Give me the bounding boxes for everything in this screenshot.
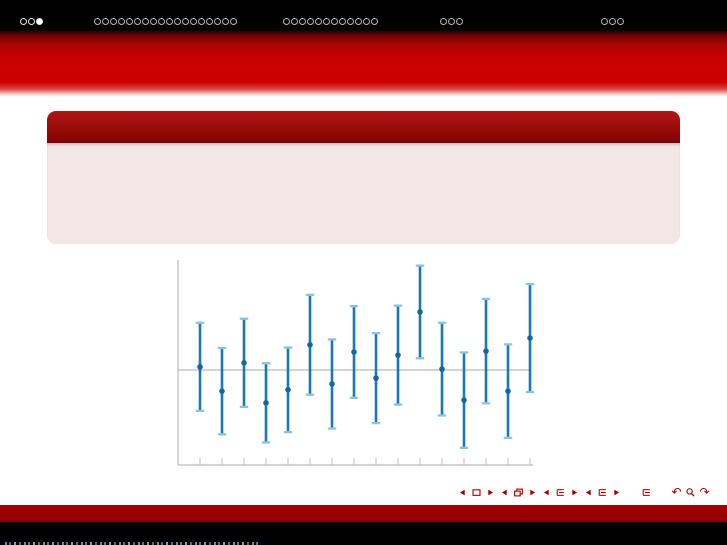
subsection-lines-icon[interactable] xyxy=(555,486,566,499)
nav-dot[interactable] xyxy=(126,18,133,25)
nav-dot-group xyxy=(440,18,463,25)
nav-dot[interactable] xyxy=(440,18,447,25)
nav-dot[interactable] xyxy=(134,18,141,25)
nav-dot[interactable] xyxy=(222,18,229,25)
nav-dot-group xyxy=(94,18,237,25)
block-body xyxy=(47,143,680,244)
mean-marker xyxy=(219,388,225,394)
frame-title-bar xyxy=(0,31,727,97)
nav-dot[interactable] xyxy=(456,18,463,25)
nav-dot[interactable] xyxy=(20,18,27,25)
nav-dot-current[interactable] xyxy=(36,18,43,25)
nav-dot[interactable] xyxy=(371,18,378,25)
mean-marker xyxy=(505,388,511,394)
block-title xyxy=(47,111,680,143)
nav-dot[interactable] xyxy=(339,18,346,25)
nav-dot[interactable] xyxy=(118,18,125,25)
nav-dot[interactable] xyxy=(331,18,338,25)
mean-marker xyxy=(395,352,401,358)
right-arrow-icon[interactable] xyxy=(527,486,538,499)
content-block xyxy=(47,111,680,244)
mean-marker xyxy=(241,360,247,366)
nav-dot[interactable] xyxy=(299,18,306,25)
mean-marker xyxy=(373,375,379,381)
nav-dot[interactable] xyxy=(283,18,290,25)
nav-dot[interactable] xyxy=(355,18,362,25)
footline-clipped-text xyxy=(5,542,260,545)
mean-marker xyxy=(417,309,423,315)
left-arrow-icon[interactable] xyxy=(541,486,552,499)
nav-dot[interactable] xyxy=(214,18,221,25)
nav-symbols-spacer xyxy=(625,492,638,493)
right-arrow-icon[interactable] xyxy=(569,486,580,499)
nav-dot[interactable] xyxy=(323,18,330,25)
errorbar-chart xyxy=(165,255,545,470)
mean-marker xyxy=(307,342,313,348)
nav-dot[interactable] xyxy=(609,18,616,25)
mean-marker xyxy=(285,387,291,393)
undo-icon[interactable]: ↶ xyxy=(671,484,682,499)
right-arrow-icon[interactable] xyxy=(611,486,622,499)
footline-bar xyxy=(0,522,727,545)
section-lines-icon[interactable] xyxy=(597,486,608,499)
nav-dot[interactable] xyxy=(94,18,101,25)
nav-dot-group xyxy=(283,18,378,25)
nav-dot[interactable] xyxy=(28,18,35,25)
nav-dot[interactable] xyxy=(617,18,624,25)
nav-dot[interactable] xyxy=(110,18,117,25)
mean-marker xyxy=(439,366,445,372)
nav-dot-group xyxy=(601,18,624,25)
mean-marker xyxy=(197,364,203,370)
left-arrow-icon[interactable] xyxy=(583,486,594,499)
nav-dot[interactable] xyxy=(601,18,608,25)
right-arrow-icon[interactable] xyxy=(485,486,496,499)
nav-dot[interactable] xyxy=(315,18,322,25)
nav-dot[interactable] xyxy=(158,18,165,25)
slide-icon[interactable] xyxy=(471,486,482,499)
mean-marker xyxy=(263,400,269,406)
search-icon[interactable] xyxy=(685,486,696,499)
nav-dot[interactable] xyxy=(291,18,298,25)
nav-dot[interactable] xyxy=(307,18,314,25)
nav-dot[interactable] xyxy=(142,18,149,25)
nav-dot[interactable] xyxy=(198,18,205,25)
appendix-lines-icon[interactable] xyxy=(641,486,652,499)
mean-marker xyxy=(527,335,533,341)
mean-marker xyxy=(461,397,467,403)
nav-dot[interactable] xyxy=(166,18,173,25)
footer-red-bar xyxy=(0,505,727,522)
nav-dot[interactable] xyxy=(363,18,370,25)
nav-symbols-spacer xyxy=(655,492,668,493)
navigation-dots-bar xyxy=(0,0,727,31)
nav-dot[interactable] xyxy=(230,18,237,25)
nav-dot[interactable] xyxy=(190,18,197,25)
frames-icon[interactable] xyxy=(513,486,524,499)
mean-marker xyxy=(483,348,489,354)
nav-dot[interactable] xyxy=(448,18,455,25)
errorbar-chart-canvas xyxy=(177,260,535,466)
nav-dot[interactable] xyxy=(182,18,189,25)
nav-dot[interactable] xyxy=(206,18,213,25)
nav-dot[interactable] xyxy=(102,18,109,25)
mean-marker xyxy=(351,349,357,355)
left-arrow-icon[interactable] xyxy=(499,486,510,499)
nav-dot[interactable] xyxy=(150,18,157,25)
nav-dot[interactable] xyxy=(347,18,354,25)
mean-marker xyxy=(329,381,335,387)
redo-icon[interactable]: ↷ xyxy=(699,484,710,499)
nav-dot[interactable] xyxy=(174,18,181,25)
nav-dot-group xyxy=(20,18,43,25)
beamer-navigation-symbols: ↶ ↷ xyxy=(457,485,710,499)
left-arrow-icon[interactable] xyxy=(457,486,468,499)
